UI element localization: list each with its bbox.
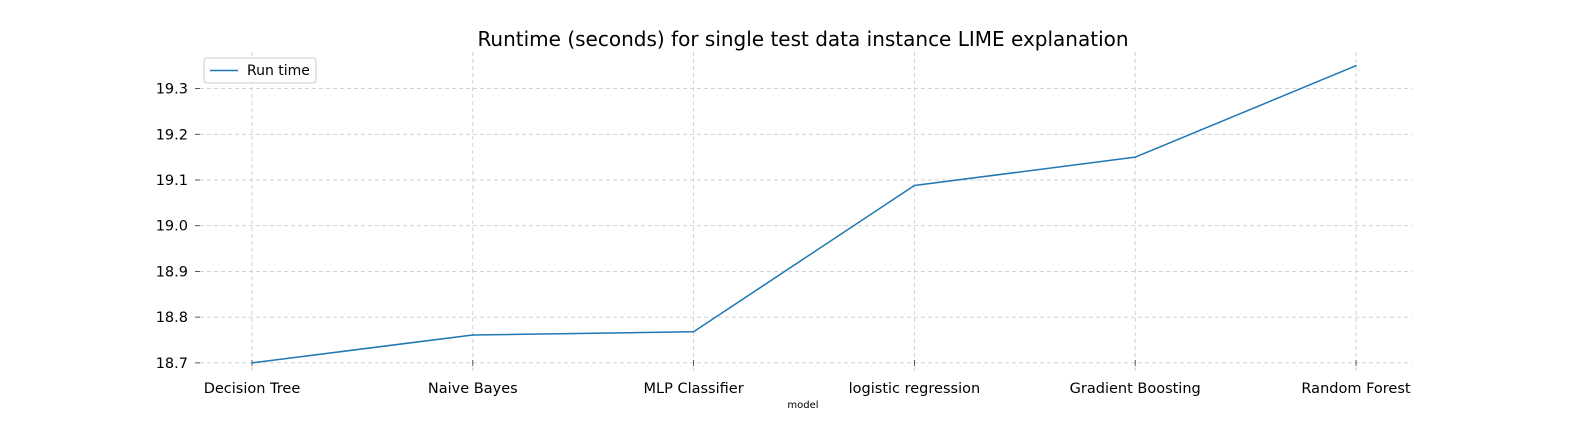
x-tick-label: Gradient Boosting — [1070, 381, 1201, 397]
x-tick-label: Random Forest — [1301, 381, 1410, 397]
chart-title: Runtime (seconds) for single test data i… — [477, 27, 1128, 51]
data-point — [692, 330, 695, 333]
data-point — [1355, 64, 1357, 67]
legend-box — [203, 57, 317, 84]
x-axis-label: model — [787, 400, 818, 411]
x-tick-label: Naive Bayes — [428, 381, 518, 397]
data-point — [913, 184, 916, 187]
x-gridlines — [251, 52, 1357, 372]
y-gridlines — [200, 88, 1412, 364]
y-tick-label: 19.2 — [156, 127, 188, 143]
x-tick-label: MLP Classifier — [644, 381, 744, 397]
y-tick-label: 19.1 — [156, 173, 188, 189]
x-axis: Decision Tree Naive Bayes MLP Classifier lo… — [204, 360, 1411, 397]
x-tick-label: logistic regression — [849, 381, 981, 397]
y-tick-label: 18.7 — [156, 356, 188, 372]
y-tick-label: 19.0 — [156, 219, 188, 235]
y-tick-label: 18.9 — [156, 264, 188, 280]
legend: Run time — [203, 57, 317, 84]
y-tick-label: 19.3 — [156, 82, 188, 98]
y-tick-label: 18.8 — [156, 310, 188, 326]
legend-label: Run time — [247, 63, 310, 79]
x-tick-label: Decision Tree — [204, 381, 301, 397]
y-axis: 18.7 18.8 18.9 19.0 19.1 19.2 19.3 — [156, 82, 200, 372]
data-point — [1134, 156, 1136, 158]
series-line-run-time — [251, 65, 1357, 364]
data-point — [251, 362, 253, 364]
data-point — [472, 334, 474, 336]
series-layer — [251, 64, 1357, 364]
